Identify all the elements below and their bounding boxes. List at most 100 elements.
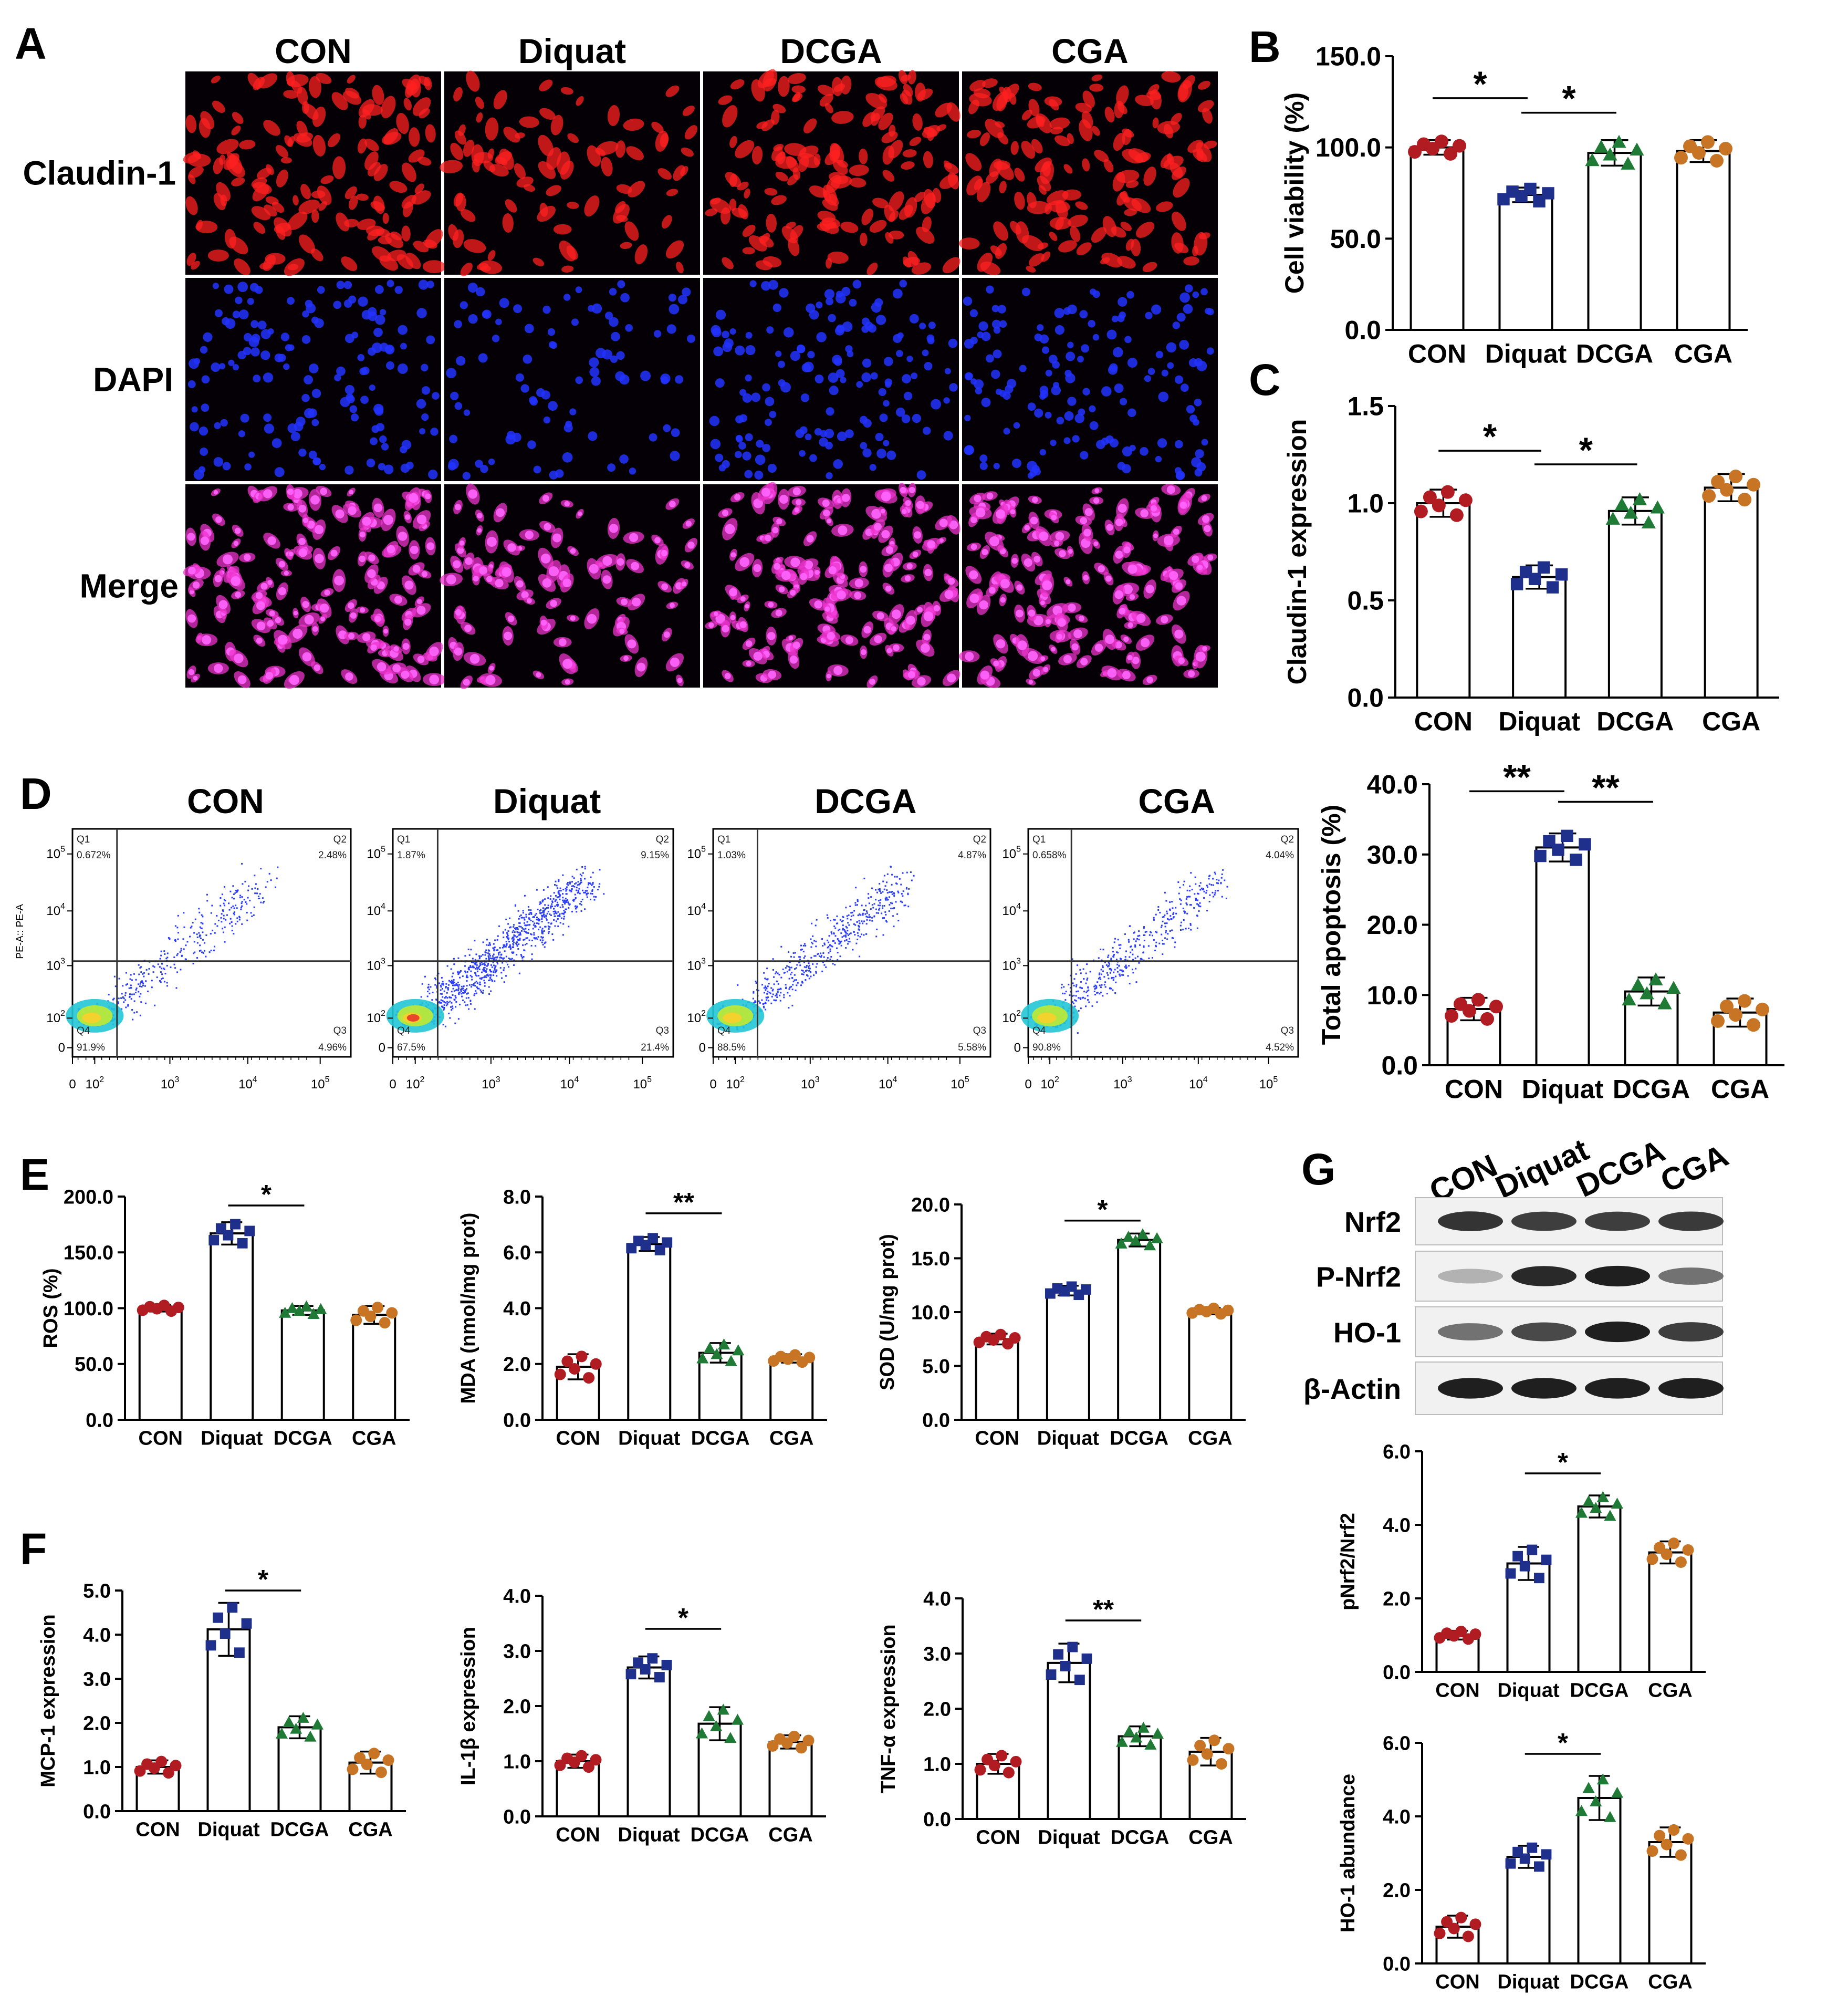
bar-diquat bbox=[628, 1668, 670, 1817]
data-point bbox=[1583, 1495, 1595, 1506]
flow-y-axis-label: PE-A:: PE-A bbox=[15, 904, 26, 959]
flow-x-tick: 103 bbox=[1113, 1075, 1132, 1092]
x-tick-label: CGA bbox=[769, 1428, 813, 1450]
flow-y-tick: 102 bbox=[46, 1009, 65, 1025]
x-tick-label: CGA bbox=[1711, 1075, 1769, 1104]
quadrant-q2-label: Q2 bbox=[656, 834, 669, 845]
quadrant-q1-value: 0.658% bbox=[1032, 850, 1067, 861]
significance-label: * bbox=[1473, 65, 1487, 104]
flow-y-tick: 102 bbox=[1002, 1009, 1021, 1025]
y-tick-label: 1.0 bbox=[923, 1753, 951, 1775]
data-point bbox=[1631, 978, 1645, 991]
data-point bbox=[1432, 498, 1446, 512]
y-tick-label: 1.5 bbox=[1347, 392, 1384, 421]
data-point bbox=[647, 1653, 657, 1664]
blot-band bbox=[1585, 1378, 1650, 1398]
bar-cga bbox=[1677, 151, 1730, 330]
y-tick-label: 2.0 bbox=[1383, 1588, 1411, 1610]
flow-x-tick: 103 bbox=[482, 1075, 500, 1092]
panel-label-g: G bbox=[1301, 1145, 1335, 1194]
data-point bbox=[732, 1344, 744, 1355]
data-point bbox=[237, 1238, 248, 1249]
x-tick-label: DCGA bbox=[1110, 1428, 1168, 1450]
x-tick-label: Diquat bbox=[1498, 707, 1580, 736]
flow-y-tick: 0 bbox=[1014, 1041, 1021, 1055]
data-point bbox=[383, 1754, 394, 1766]
data-point bbox=[1470, 1918, 1481, 1930]
data-point bbox=[1710, 154, 1724, 168]
bar-cga bbox=[353, 1315, 395, 1420]
chart-e-sod-u-mg-prot: 0.05.010.015.020.0SOD (U/mg prot)CON Diqu… bbox=[876, 1194, 1246, 1449]
panel-label-b: B bbox=[1249, 22, 1281, 71]
data-point bbox=[1729, 470, 1742, 483]
panel-label-f: F bbox=[20, 1524, 47, 1574]
x-tick-label: CON bbox=[556, 1824, 600, 1846]
flow-y-tick: 103 bbox=[1002, 957, 1021, 973]
y-tick-label: 150.0 bbox=[1315, 42, 1381, 71]
quadrant-q4-value: 67.5% bbox=[397, 1042, 425, 1053]
y-tick-label: 4.0 bbox=[83, 1624, 111, 1646]
quadrant-q2-value: 4.04% bbox=[1266, 850, 1294, 861]
data-point bbox=[640, 1664, 651, 1675]
data-point bbox=[1445, 1009, 1458, 1023]
y-axis-label: HO-1 abundance bbox=[1337, 1774, 1359, 1932]
data-point bbox=[311, 1719, 323, 1730]
quadrant-q4-label: Q4 bbox=[717, 1025, 731, 1036]
x-tick-label: CGA bbox=[1188, 1428, 1232, 1450]
x-tick-label: Diquat bbox=[1037, 1428, 1100, 1450]
data-point bbox=[732, 1714, 744, 1725]
data-point bbox=[206, 1640, 216, 1651]
y-tick-label: 2.0 bbox=[83, 1712, 111, 1734]
data-point bbox=[1541, 1849, 1552, 1859]
micrograph-column-label: Diquat bbox=[518, 32, 626, 70]
data-point bbox=[1223, 1743, 1235, 1754]
bar-diquat bbox=[1048, 1663, 1090, 1819]
y-tick-label: 3.0 bbox=[83, 1668, 111, 1690]
data-point bbox=[1480, 1012, 1494, 1026]
data-point bbox=[1647, 1845, 1658, 1857]
data-point bbox=[1555, 568, 1568, 580]
quadrant-q1-label: Q1 bbox=[77, 834, 90, 845]
flow-plot-title: Diquat bbox=[493, 782, 601, 820]
blot-band bbox=[1511, 1378, 1576, 1398]
blot-band bbox=[1658, 1378, 1724, 1398]
bar-cga bbox=[770, 1742, 812, 1816]
data-point bbox=[1506, 1858, 1516, 1869]
blot-strip-4 bbox=[1415, 1362, 1724, 1415]
flow-x-tick: 103 bbox=[161, 1075, 180, 1092]
flow-x-tick: 104 bbox=[1189, 1075, 1208, 1092]
data-point bbox=[220, 1628, 231, 1639]
flow-y-tick: 104 bbox=[46, 902, 65, 918]
data-point bbox=[1630, 142, 1644, 155]
flow-plot-title: CGA bbox=[1138, 782, 1215, 820]
flow-plot-title: CON bbox=[187, 782, 264, 820]
x-tick-label: DCGA bbox=[1596, 707, 1674, 736]
data-point bbox=[1651, 501, 1665, 514]
data-point bbox=[230, 1219, 241, 1230]
data-point bbox=[975, 1764, 986, 1775]
panel-label-a: A bbox=[15, 19, 47, 68]
data-point bbox=[1053, 1649, 1063, 1660]
panel-label-c: C bbox=[1249, 355, 1281, 404]
quadrant-q2-label: Q2 bbox=[1281, 834, 1294, 845]
data-point bbox=[283, 1716, 295, 1727]
flow-y-tick: 102 bbox=[687, 1009, 706, 1025]
data-point bbox=[1675, 1849, 1687, 1861]
y-tick-label: 0.0 bbox=[503, 1409, 531, 1431]
flow-y-tick: 0 bbox=[699, 1041, 706, 1055]
flow-plot-diquat: Diquat Q1 1.87% Q2 9.15% Q3 21.4% Q4 67.5% 0 102 10… bbox=[367, 782, 673, 1092]
blot-band-label: P-Nrf2 bbox=[1316, 1262, 1401, 1293]
blot-band-label: β-Actin bbox=[1303, 1374, 1401, 1405]
flow-y-tick: 105 bbox=[1002, 845, 1021, 861]
quadrant-q2-label: Q2 bbox=[333, 834, 347, 845]
significance-label: * bbox=[1562, 79, 1576, 119]
flow-y-tick: 103 bbox=[687, 957, 706, 973]
western-blot-panel: CONDiquatDCGACGANrf2P-Nrf2HO-1β-Actin bbox=[1303, 1132, 1734, 1415]
significance-label: * bbox=[1579, 431, 1593, 470]
micrograph-column-label: CON bbox=[275, 32, 352, 70]
y-tick-label: 30.0 bbox=[1367, 840, 1418, 869]
data-point bbox=[1448, 1922, 1460, 1934]
data-point bbox=[1675, 1556, 1687, 1568]
blot-band bbox=[1511, 1323, 1576, 1342]
quadrant-q1-label: Q1 bbox=[397, 834, 410, 845]
